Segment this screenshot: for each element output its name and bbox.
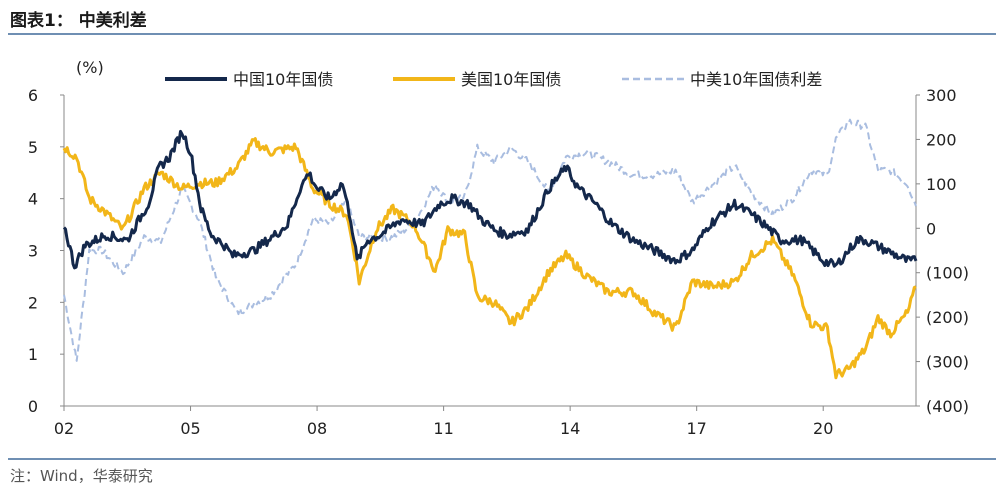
left-tick-label: 0 <box>28 397 38 416</box>
legend-label-1: 美国10年国债 <box>461 70 561 89</box>
legend-label-0: 中国10年国债 <box>233 70 333 89</box>
top-rule <box>8 33 996 35</box>
right-tick-label: 200 <box>926 130 957 149</box>
chart: 0 1 2 3 4 5 6 (%) 300 200 100 0 (100) (200) (300) (400)… <box>28 58 969 438</box>
x-tick-label: 20 <box>813 419 833 438</box>
right-tick-label: (400) <box>926 397 969 416</box>
right-tick-label: (100) <box>926 264 969 283</box>
left-tick-label: 2 <box>28 293 38 312</box>
legend-label-2: 中美10年国债利差 <box>690 70 822 89</box>
bottom-rule <box>8 458 996 460</box>
right-tick-label: 100 <box>926 175 957 194</box>
x-tick-label: 14 <box>560 419 580 438</box>
series-line-1 <box>62 137 917 380</box>
x-tick-label: 02 <box>54 419 74 438</box>
left-axis-unit: (%) <box>76 58 104 77</box>
x-tick-label: 05 <box>180 419 200 438</box>
right-tick-label: 0 <box>926 219 936 238</box>
chart-lines <box>62 118 918 380</box>
chart-axes: 0 1 2 3 4 5 6 (%) 300 200 100 0 (100) (200) (300) (400)… <box>28 58 969 438</box>
right-tick-label: (300) <box>926 353 969 372</box>
source-note: 注：Wind，华泰研究 <box>10 467 153 485</box>
x-tick-label: 08 <box>307 419 327 438</box>
left-tick-label: 4 <box>28 190 38 209</box>
left-tick-label: 3 <box>28 242 38 261</box>
series-line-0 <box>62 129 918 270</box>
right-tick-label: (200) <box>926 308 969 327</box>
x-tick-label: 17 <box>686 419 706 438</box>
left-tick-label: 5 <box>28 138 38 157</box>
series-line-2 <box>63 118 917 362</box>
x-tick-label: 11 <box>433 419 453 438</box>
right-tick-label: 300 <box>926 86 957 105</box>
left-tick-label: 6 <box>28 86 38 105</box>
figure-title: 图表1： 中美利差 <box>10 11 147 31</box>
chart-legend: 中国10年国债 美国10年国债 中美10年国债利差 <box>165 70 822 89</box>
left-tick-label: 1 <box>28 345 38 364</box>
